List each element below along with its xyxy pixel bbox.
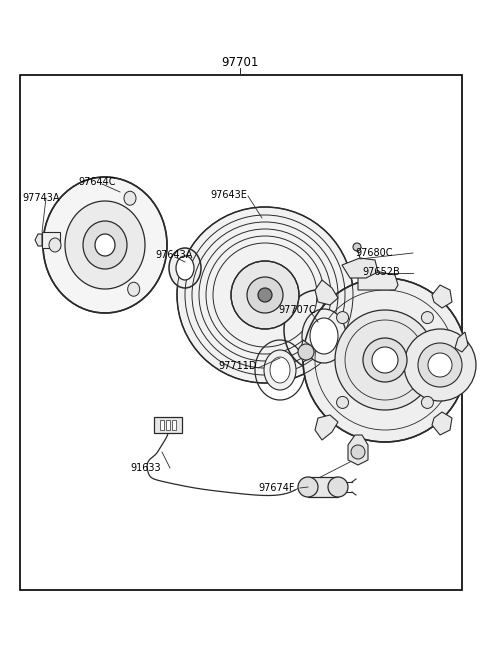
Circle shape: [404, 329, 476, 401]
Text: 97652B: 97652B: [362, 267, 400, 277]
Circle shape: [231, 261, 299, 329]
Ellipse shape: [128, 282, 140, 296]
Polygon shape: [300, 340, 314, 362]
Polygon shape: [455, 332, 468, 352]
Text: 97644C: 97644C: [78, 177, 116, 187]
Ellipse shape: [169, 248, 201, 288]
Text: 97674F: 97674F: [258, 483, 295, 493]
Text: 97643A: 97643A: [155, 250, 192, 260]
Polygon shape: [35, 234, 42, 246]
Polygon shape: [308, 477, 338, 497]
Polygon shape: [432, 285, 452, 308]
Circle shape: [351, 445, 365, 459]
Ellipse shape: [124, 191, 136, 205]
Circle shape: [336, 312, 348, 324]
Ellipse shape: [264, 350, 296, 390]
Circle shape: [421, 396, 433, 409]
Text: 97711D: 97711D: [218, 361, 256, 371]
Circle shape: [298, 344, 314, 360]
Polygon shape: [342, 258, 378, 278]
Bar: [166, 420, 170, 430]
Circle shape: [336, 396, 348, 409]
Circle shape: [177, 207, 353, 383]
Polygon shape: [315, 280, 338, 305]
Circle shape: [418, 343, 462, 387]
Polygon shape: [315, 415, 338, 440]
Text: 97701: 97701: [221, 56, 259, 69]
Bar: [172, 420, 176, 430]
Polygon shape: [432, 412, 452, 435]
Ellipse shape: [310, 318, 338, 354]
Ellipse shape: [83, 221, 127, 269]
Circle shape: [303, 278, 467, 442]
Text: 91633: 91633: [130, 463, 161, 473]
Ellipse shape: [65, 201, 145, 289]
Text: 97743A: 97743A: [22, 193, 60, 203]
Polygon shape: [358, 272, 398, 290]
Circle shape: [363, 338, 407, 382]
Text: 97643E: 97643E: [210, 190, 247, 200]
Polygon shape: [154, 417, 182, 433]
Bar: [160, 420, 164, 430]
Ellipse shape: [176, 256, 194, 280]
Polygon shape: [348, 435, 368, 465]
Circle shape: [353, 243, 361, 251]
Text: 97707C: 97707C: [278, 305, 316, 315]
Ellipse shape: [43, 177, 167, 313]
Circle shape: [247, 277, 283, 313]
Circle shape: [372, 347, 398, 373]
Circle shape: [421, 312, 433, 324]
Circle shape: [428, 353, 452, 377]
Circle shape: [258, 288, 272, 302]
Ellipse shape: [95, 234, 115, 256]
Ellipse shape: [328, 477, 348, 497]
Polygon shape: [42, 232, 60, 248]
Text: 97680C: 97680C: [355, 248, 393, 258]
Ellipse shape: [298, 477, 318, 497]
Ellipse shape: [49, 238, 61, 252]
Ellipse shape: [270, 357, 290, 383]
Circle shape: [335, 310, 435, 410]
Ellipse shape: [302, 309, 346, 363]
